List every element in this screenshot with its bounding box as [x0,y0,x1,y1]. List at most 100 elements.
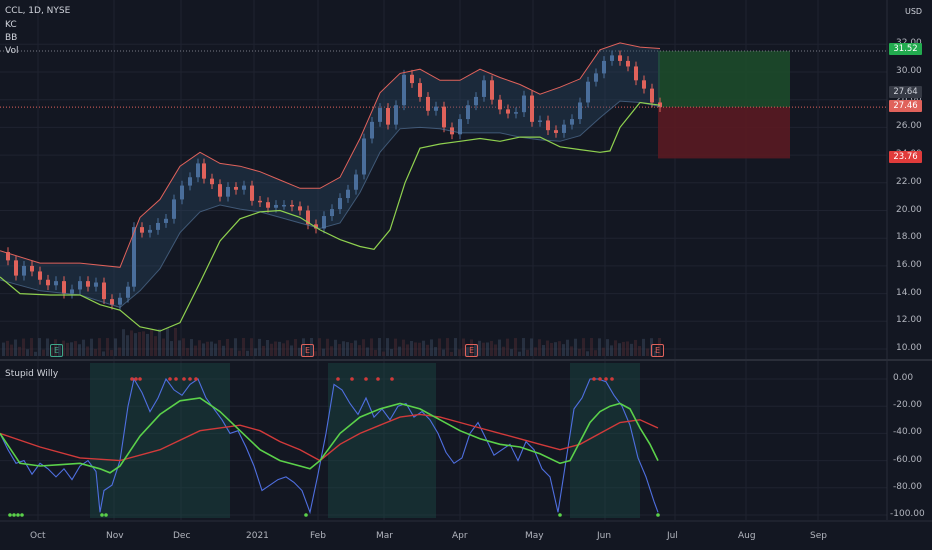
volume-bar [46,338,49,356]
volume-bar [326,338,329,356]
candle-body [22,265,26,276]
volume-bar [82,339,85,356]
candle-body [314,224,318,229]
current-price-tag: 27.64 [889,86,922,98]
volume-bar [390,349,393,356]
volume-bar [194,345,197,356]
volume-bar [486,342,489,356]
candle-body [226,186,230,197]
sell-signal-dot [168,377,172,381]
volume-bar [426,344,429,356]
volume-bar [14,339,17,356]
volume-bar [526,349,529,356]
volume-bar [286,340,289,356]
candle-body [250,185,254,201]
candle-body [274,204,278,208]
volume-bar [190,339,193,356]
volume-bar [278,341,281,356]
volume-bar [510,349,513,356]
volume-bar [34,351,37,356]
time-axis-label: Nov [106,531,124,541]
volume-bar [42,349,45,356]
candle-body [442,106,446,128]
oscillator-legend[interactable]: Stupid Willy [5,369,59,379]
candle-body [522,95,526,113]
oscillator-axis-label: -80.00 [893,481,923,492]
volume-bar [342,341,345,356]
volume-bar [522,338,525,356]
price-axis-label: 22.00 [896,176,922,187]
volume-bar [538,339,541,356]
candle-body [218,184,222,197]
volume-bar [250,338,253,356]
oscillator-ma-line [0,413,659,462]
volume-bar [394,338,397,356]
volume-bar [414,342,417,356]
candle-body [234,186,238,190]
candle-body [354,174,358,190]
candle-body [290,204,294,207]
earnings-marker-1[interactable]: E [50,344,63,357]
volume-bar [58,344,61,356]
candle-body [610,55,614,61]
volume-bar [418,342,421,356]
candle-body [30,265,34,272]
volume-bar [66,342,69,356]
last-price-tag: 27.46 [889,100,922,112]
buy-signal-dot [304,513,308,517]
volume-bar [302,338,305,356]
price-axis-label: 14.00 [896,287,922,298]
indicator-bb-legend[interactable]: BB [5,33,18,43]
volume-bar [374,349,377,356]
volume-bar [338,344,341,356]
symbol-legend[interactable]: CCL, 1D, NYSE [5,6,71,16]
candle-body [570,119,574,125]
earnings-marker-2[interactable]: E [301,344,314,357]
volume-bar [346,342,349,356]
sell-signal-dot [174,377,178,381]
volume-bar [506,338,509,356]
volume-bar [482,342,485,356]
volume-bar [262,345,265,356]
candle-body [346,189,350,199]
volume-bar [126,335,129,356]
volume-bar [618,343,621,356]
sell-signal-dot [194,377,198,381]
volume-bar [422,340,425,356]
volume-bar [254,348,257,356]
candle-body [418,83,422,97]
keltner-channel-fill [0,42,660,308]
volume-bar [234,338,237,356]
volume-bar [554,342,557,356]
volume-bar [150,329,153,356]
oscillator-zone [90,363,230,518]
volume-bar [146,333,149,356]
volume-bar [258,338,261,356]
candle-body [180,185,184,200]
oscillator-signal-line [0,397,659,474]
volume-bar [586,351,589,356]
currency-label[interactable]: USD [905,7,923,16]
volume-bar [582,338,585,356]
volume-bar [598,338,601,356]
earnings-marker-3[interactable]: E [465,344,478,357]
indicator-vol-legend[interactable]: Vol [5,46,19,56]
stop-price-tag: 23.76 [889,151,922,163]
volume-bar [602,347,605,356]
volume-bar [218,340,221,356]
volume-bar [498,339,501,356]
volume-bar [474,344,477,356]
earnings-marker-4[interactable]: E [651,344,664,357]
candle-body [62,281,66,294]
candle-body [386,108,390,125]
indicator-kc-legend[interactable]: KC [5,20,17,30]
volume-bar [542,345,545,356]
oscillator-axis-label: -40.00 [893,427,923,438]
volume-bar [386,338,389,356]
time-axis-label: Oct [30,531,46,541]
candle-body [322,216,326,229]
volume-bar [578,348,581,356]
candle-body [202,163,206,179]
